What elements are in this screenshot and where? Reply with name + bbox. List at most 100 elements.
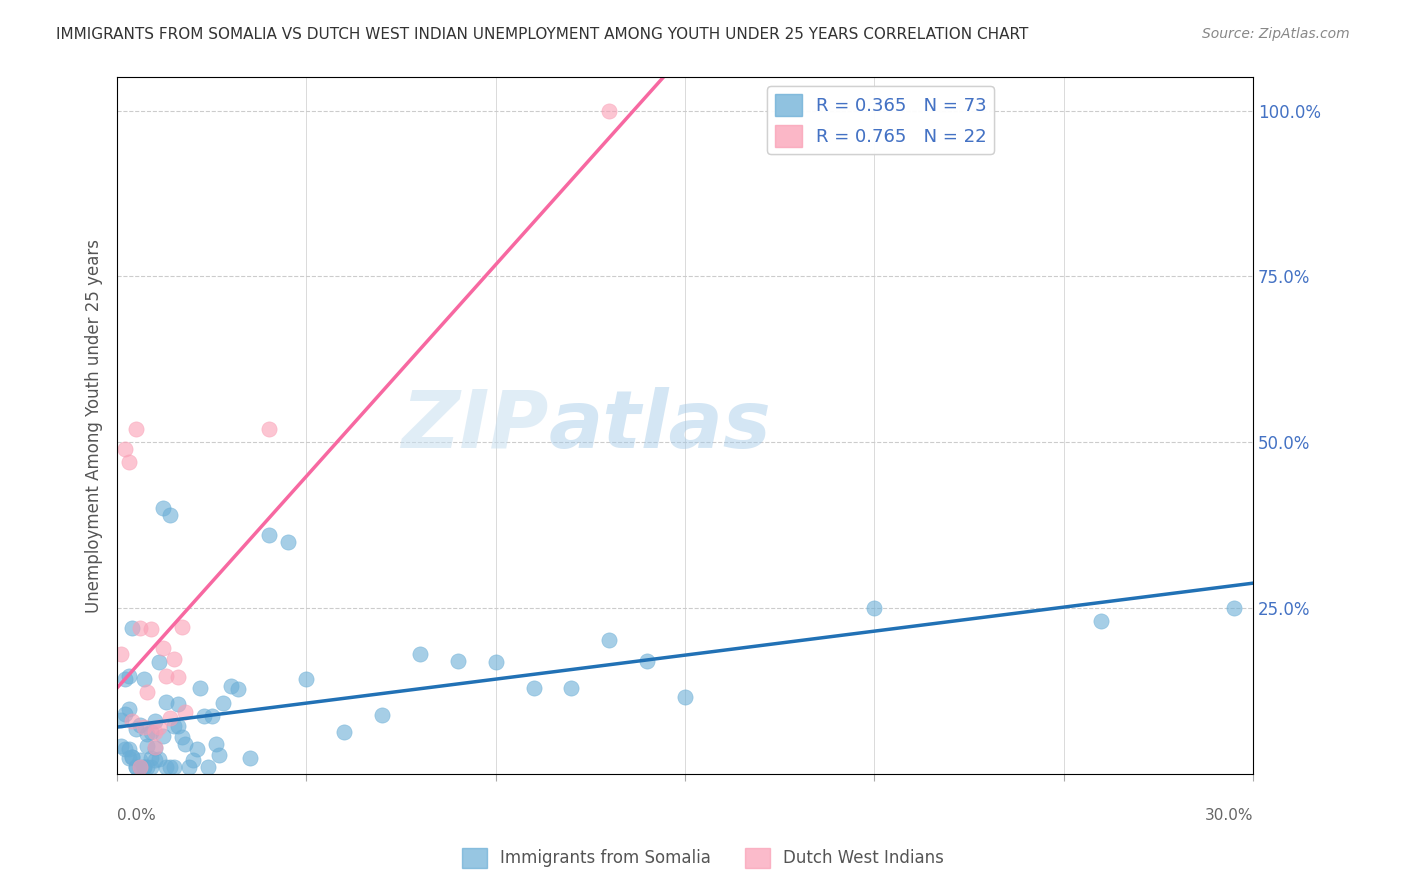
Text: IMMIGRANTS FROM SOMALIA VS DUTCH WEST INDIAN UNEMPLOYMENT AMONG YOUTH UNDER 25 Y: IMMIGRANTS FROM SOMALIA VS DUTCH WEST IN… (56, 27, 1029, 42)
Point (197, 760, 219, 774)
Point (125, 722, 148, 736)
Text: Source: ZipAtlas.com: Source: ZipAtlas.com (1202, 27, 1350, 41)
Point (673, 690, 696, 704)
Point (110, 739, 132, 753)
Point (485, 655, 508, 669)
Point (186, 742, 208, 756)
Point (193, 709, 215, 723)
Point (136, 760, 159, 774)
Point (166, 670, 188, 684)
Point (121, 750, 143, 764)
Point (174, 737, 197, 751)
Point (143, 714, 166, 728)
Point (141, 760, 163, 774)
Point (129, 760, 152, 774)
Point (170, 620, 193, 634)
Point (121, 750, 143, 764)
Point (152, 501, 174, 516)
Point (219, 679, 242, 693)
Point (141, 623, 163, 637)
Point (129, 760, 152, 774)
Point (148, 752, 170, 766)
Point (148, 655, 170, 669)
Point (110, 647, 132, 661)
Point (110, 714, 132, 728)
Point (277, 534, 299, 549)
Point (117, 751, 139, 765)
Point (143, 740, 166, 755)
Point (239, 750, 262, 764)
Point (117, 701, 139, 715)
Point (132, 760, 155, 774)
Text: ZIP: ZIP (401, 386, 548, 465)
Point (257, 528, 280, 542)
Point (208, 747, 231, 762)
Y-axis label: Unemployment Among Youth under 25 years: Unemployment Among Youth under 25 years (86, 238, 103, 613)
Point (181, 753, 204, 767)
Point (598, 633, 620, 648)
Point (333, 724, 356, 739)
Point (117, 669, 139, 683)
Point (523, 681, 546, 695)
Point (166, 719, 188, 733)
Text: atlas: atlas (548, 386, 772, 465)
Point (1090, 614, 1112, 628)
Point (132, 760, 155, 774)
Point (129, 621, 152, 635)
Point (129, 753, 152, 767)
Point (141, 751, 163, 765)
Point (129, 718, 152, 732)
Point (152, 641, 174, 656)
Point (190, 681, 212, 696)
Point (371, 708, 394, 723)
Point (163, 760, 186, 774)
Point (560, 681, 582, 695)
Point (143, 753, 166, 767)
Point (114, 442, 136, 456)
Point (114, 742, 136, 756)
Point (152, 729, 174, 743)
Point (228, 681, 250, 696)
Point (143, 724, 166, 739)
Point (125, 422, 148, 436)
Text: 0.0%: 0.0% (117, 808, 156, 823)
Point (159, 760, 181, 774)
Point (409, 648, 432, 662)
Point (143, 739, 166, 754)
Point (155, 669, 177, 683)
Point (201, 709, 224, 723)
Point (136, 739, 159, 753)
Point (179, 760, 201, 774)
Point (114, 706, 136, 721)
Point (148, 720, 170, 734)
Point (170, 731, 193, 745)
Point (117, 455, 139, 469)
Text: 30.0%: 30.0% (1205, 808, 1253, 823)
Point (155, 760, 177, 774)
Point (166, 697, 188, 711)
Point (121, 621, 143, 635)
Point (163, 719, 186, 733)
Point (159, 508, 181, 522)
Point (155, 695, 177, 709)
Point (863, 601, 886, 615)
Point (159, 711, 181, 725)
Point (132, 672, 155, 686)
Legend: Immigrants from Somalia, Dutch West Indians: Immigrants from Somalia, Dutch West Indi… (456, 841, 950, 875)
Point (117, 741, 139, 756)
Point (204, 737, 226, 751)
Point (125, 760, 148, 774)
Point (136, 685, 159, 699)
Point (132, 720, 155, 734)
Point (121, 714, 143, 729)
Legend: R = 0.365   N = 73, R = 0.765   N = 22: R = 0.365 N = 73, R = 0.765 N = 22 (768, 87, 994, 154)
Point (1223, 601, 1246, 615)
Point (136, 727, 159, 741)
Point (212, 696, 235, 710)
Point (174, 705, 197, 719)
Point (598, 103, 620, 118)
Point (141, 725, 163, 739)
Point (257, 422, 280, 436)
Point (114, 672, 136, 686)
Point (636, 654, 658, 668)
